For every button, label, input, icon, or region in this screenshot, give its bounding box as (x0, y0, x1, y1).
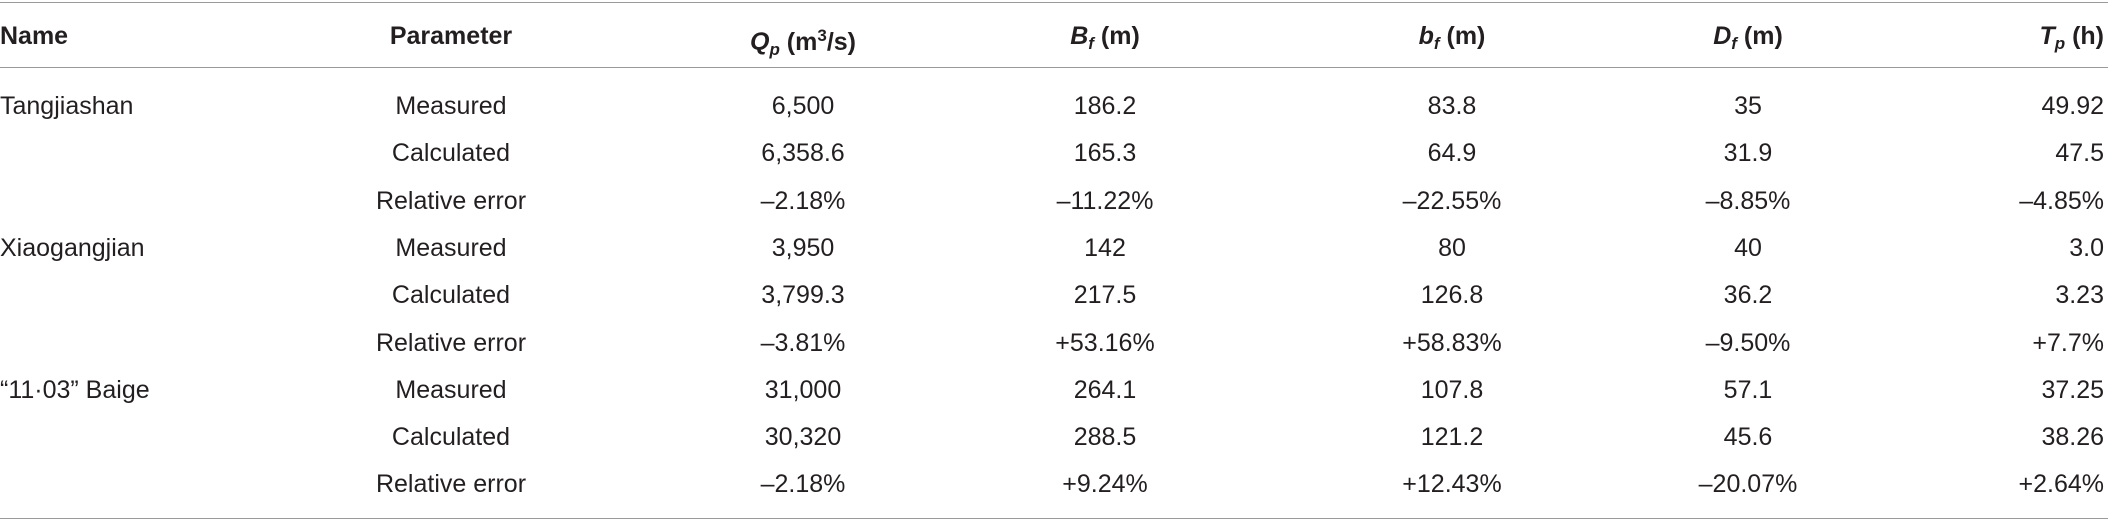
table-cell: 37.25 (2041, 375, 2104, 404)
header-symbol: Tp (2039, 22, 2066, 53)
table-cell: 6,358.6 (761, 139, 845, 168)
table-cell: –3.81% (760, 328, 846, 357)
table-cell: 3,799.3 (761, 281, 845, 310)
table-cell: 288.5 (1073, 423, 1137, 452)
table-cell: 107.8 (1420, 375, 1484, 404)
header-cell: Name (0, 22, 69, 50)
table-cell: 40 (1734, 233, 1762, 262)
table-cell: 30,320 (764, 423, 842, 452)
table-cell: +7.7% (2032, 328, 2104, 357)
header-cell: bf (m) (1419, 21, 1486, 59)
header-unit: /s) (826, 28, 857, 56)
table-cell: 31.9 (1723, 139, 1773, 168)
header-cell: Qp (m3/s) (750, 21, 856, 65)
bottom-rule (0, 518, 2108, 519)
header-unit: (m) (1100, 22, 1140, 50)
header-symbol: Df (1713, 22, 1737, 53)
table-cell: –4.85% (2019, 186, 2104, 215)
header-superscript: 3 (817, 26, 827, 45)
header-unit: (m) (1446, 22, 1486, 50)
header-subscript: f (1731, 34, 1737, 53)
header-symbol: Bf (1070, 22, 1094, 53)
table-cell: 45.6 (1723, 423, 1773, 452)
table-cell: 80 (1438, 233, 1466, 262)
group-name: Tangjiashan (0, 92, 134, 120)
table-cell: 165.3 (1073, 139, 1137, 168)
table-cell: 3,950 (771, 233, 835, 262)
table-cell: Relative error (375, 186, 527, 215)
table-cell: 126.8 (1420, 281, 1484, 310)
table-cell: +2.64% (2018, 470, 2105, 499)
group-name: “11·03” Baige (0, 375, 150, 404)
header-subscript: f (1433, 34, 1440, 53)
table-cell: +58.83% (1402, 328, 1502, 357)
table-cell: +9.24% (1062, 470, 1148, 499)
group-name: Xiaogangjian (0, 233, 145, 262)
table-cell: 49.92 (2041, 92, 2104, 120)
table-cell: +12.43% (1402, 470, 1502, 499)
table-cell: 3.23 (2055, 281, 2104, 310)
table-cell: Calculated (391, 281, 511, 310)
table-cell: Measured (395, 233, 507, 262)
table-cell: Measured (395, 92, 507, 120)
table-cell: –11.22% (1056, 186, 1154, 215)
table-cell: 47.5 (2055, 139, 2104, 168)
table-cell: 64.9 (1427, 139, 1477, 168)
table-cell: Calculated (391, 139, 511, 168)
header-unit: (m (786, 28, 818, 56)
table-cell: 217.5 (1073, 281, 1137, 310)
table-cell: 186.2 (1073, 92, 1137, 120)
header-cell: Parameter (389, 22, 513, 50)
header-rule (0, 67, 2108, 68)
table-cell: –20.07% (1698, 470, 1798, 499)
top-rule (0, 2, 2108, 3)
table-cell: –22.55% (1402, 186, 1502, 215)
table-cell: –2.18% (760, 470, 846, 499)
header-subscript: f (1088, 34, 1094, 53)
header-subscript: p (769, 40, 780, 59)
table-cell: 31,000 (764, 375, 842, 404)
table-cell: –2.18% (760, 186, 846, 215)
header-unit: (h) (2072, 22, 2104, 50)
table-cell: +53.16% (1055, 328, 1155, 357)
table-cell: 3.0 (2069, 233, 2104, 262)
header-cell: Df (m) (1713, 21, 1783, 59)
table-cell: Calculated (391, 423, 511, 452)
header-unit: (m) (1743, 22, 1783, 50)
table-cell: 142 (1084, 233, 1126, 262)
table-cell: 36.2 (1723, 281, 1773, 310)
table-cell: Relative error (375, 328, 527, 357)
header-symbol: Qp (749, 28, 780, 59)
table-cell: 264.1 (1073, 375, 1137, 404)
table-cell: 121.2 (1420, 423, 1484, 452)
table-cell: 57.1 (1723, 375, 1773, 404)
table-cell: –8.85% (1705, 186, 1791, 215)
table-cell: –9.50% (1705, 328, 1791, 357)
header-cell: Bf (m) (1070, 21, 1140, 59)
table-cell: 35 (1734, 92, 1762, 120)
header-subscript: p (2054, 34, 2066, 53)
header-cell: Tp (h) (2039, 21, 2104, 59)
table-cell: Relative error (375, 470, 527, 499)
table-cell: 6,500 (771, 92, 835, 120)
header-symbol: bf (1418, 22, 1440, 53)
table-cell: Measured (395, 375, 507, 404)
table-cell: 38.26 (2041, 423, 2104, 452)
table-cell: 83.8 (1427, 92, 1477, 120)
